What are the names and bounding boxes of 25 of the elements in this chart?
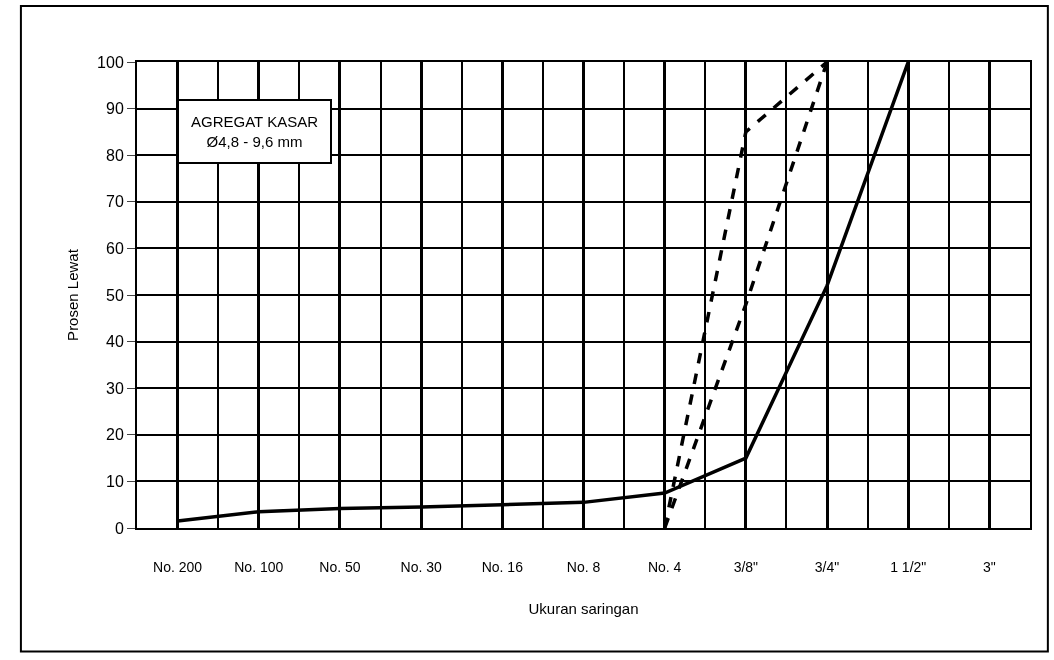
- y-tick-label: 20: [106, 426, 124, 444]
- y-tick-label: 60: [106, 240, 124, 257]
- x-tick-label: 3": [983, 558, 996, 575]
- y-tick-label: 0: [114, 519, 124, 537]
- y-tick-label: 80: [106, 146, 124, 164]
- x-tick-label: 3/8": [733, 558, 759, 575]
- y-tick-label: 30: [106, 379, 124, 397]
- x-tick-label: 3/4": [814, 558, 840, 575]
- x-tick-label: No. 30: [400, 558, 442, 575]
- x-tick-label: No. 200: [153, 558, 203, 575]
- y-axis-title: Prosen Lewat: [63, 248, 81, 341]
- x-tick-label: No. 16: [481, 558, 524, 575]
- y-tick-label: 10: [106, 473, 124, 490]
- x-tick-label: No. 8: [566, 558, 601, 575]
- annotation: AGREGAT KASAR Ø4,8 - 9,6 mm: [191, 113, 319, 150]
- x-tick-label: No. 50: [319, 558, 361, 575]
- x-tick-label: No. 100: [234, 558, 284, 575]
- x-axis-title: Ukuran saringan: [528, 600, 639, 618]
- y-tick-label: 100: [97, 53, 124, 71]
- y-tick-label: 40: [106, 333, 124, 351]
- y-tick-label: 70: [106, 193, 124, 211]
- y-tick-label: 50: [106, 286, 124, 304]
- x-tick-label: No. 4: [647, 558, 682, 575]
- x-tick-label: 1 1/2": [890, 558, 927, 575]
- y-tick-label: 90: [106, 100, 124, 118]
